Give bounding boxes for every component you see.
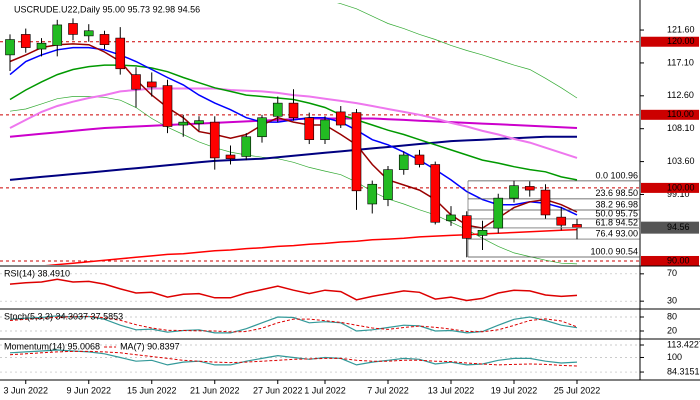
x-tick-label: 27 Jun 2022 — [253, 385, 303, 395]
candle-body — [556, 216, 567, 226]
y-tick-label: 70 — [667, 268, 677, 278]
x-tick-label: 19 Jul 2022 — [491, 385, 538, 395]
fib-label: 76.4 93.00 — [595, 228, 638, 238]
x-tick-label: 25 Jul 2022 — [554, 385, 601, 395]
panel-title: MA(7) 90.8397 — [120, 341, 180, 351]
y-tick-label: 20 — [667, 325, 677, 335]
chart-title: USCRUDE.U22,Daily 95.00 95.73 92.98 94.5… — [14, 4, 200, 14]
candle-body — [288, 102, 299, 119]
line-group — [9, 278, 578, 302]
indicator-line — [336, 3, 578, 99]
candle-body — [320, 119, 330, 140]
y-tick-label: 80 — [667, 311, 677, 321]
candle-body — [524, 186, 535, 191]
candle-body — [209, 121, 220, 159]
candles — [5, 18, 582, 258]
indicator-line — [9, 349, 578, 366]
y-tick-label: 121.60 — [667, 24, 695, 34]
price-level-label: 100.00 — [667, 182, 695, 192]
candle-body — [540, 189, 551, 216]
candle-body — [20, 34, 31, 48]
x-tick-label: 7 Jul 2022 — [367, 385, 409, 395]
fib-label: 23.6 98.50 — [595, 188, 638, 198]
indicator-line — [9, 315, 578, 333]
y-tick-label: 103.60 — [667, 156, 695, 166]
candle-body — [241, 136, 252, 157]
y-tick-label: 100 — [667, 352, 682, 362]
x-tick-label: 21 Jun 2022 — [190, 385, 240, 395]
x-tick-label: 13 Jul 2022 — [428, 385, 475, 395]
y-tick-label: 99.10 — [667, 189, 690, 199]
candle-body — [304, 117, 315, 140]
fib-label: 50.0 95.75 — [595, 208, 638, 218]
y-tick-label: 117.10 — [667, 57, 694, 67]
candle-body — [68, 23, 78, 35]
candle-body — [572, 224, 582, 228]
price-level-label: 110.00 — [667, 109, 694, 119]
fib-label: 100.0 90.54 — [590, 246, 638, 256]
fib-label: 61.8 94.52 — [595, 217, 638, 227]
candle-body — [414, 154, 425, 165]
indicator-line — [9, 278, 578, 302]
indicator-line — [9, 135, 577, 181]
price-level-box — [641, 109, 699, 120]
candle-body — [131, 74, 141, 90]
y-tick-label: 113.4227 — [667, 339, 700, 349]
y-tick-label: 112.60 — [667, 90, 694, 100]
price-level-label: 90.00 — [667, 255, 690, 265]
x-tick-label: 9 Jun 2022 — [66, 385, 111, 395]
candle-body — [351, 112, 362, 192]
candle-body — [5, 39, 15, 56]
candle-body — [493, 197, 504, 229]
candle-body — [272, 102, 283, 117]
panel-title: Momentum(14) 95.0068 — [4, 341, 100, 351]
candle-body — [146, 81, 157, 88]
fib-label: 38.2 96.98 — [595, 199, 638, 209]
candle-body — [36, 42, 47, 50]
candle-body — [194, 120, 204, 124]
candle-body — [446, 214, 456, 222]
price-level-box — [641, 36, 699, 47]
price-level-box — [641, 255, 699, 266]
price-level-box — [641, 182, 699, 193]
line-group — [9, 315, 578, 334]
candle-body — [509, 185, 519, 199]
candle-body — [162, 85, 173, 127]
last-price-box — [641, 221, 699, 234]
y-tick-label: 84.3151 — [667, 366, 700, 376]
x-tick-label: 15 Jun 2022 — [127, 385, 177, 395]
price-level-label: 120.00 — [667, 36, 695, 46]
candle-body — [398, 154, 409, 170]
candle-body — [99, 34, 110, 45]
candle-body — [477, 229, 488, 236]
candle-body — [178, 121, 189, 126]
candle-body — [115, 37, 126, 70]
candle-body — [225, 154, 236, 159]
last-price-label: 94.56 — [667, 222, 690, 232]
x-tick-label: 1 Jul 2022 — [304, 385, 346, 395]
candle-body — [335, 111, 346, 126]
y-tick-label: 30 — [667, 296, 677, 306]
candle-body — [383, 169, 393, 200]
candle-body — [430, 164, 441, 223]
fib-label: 0.0 100.96 — [595, 170, 638, 180]
candle-body — [367, 183, 378, 205]
panel-title: Stoch(5,3,3) 34.3037 37.5853 — [4, 311, 123, 321]
y-tick-label: 108.10 — [667, 123, 695, 133]
x-tick-label: 3 Jun 2022 — [3, 385, 48, 395]
panel-title: RSI(14) 38.4910 — [4, 268, 70, 278]
candle-body — [52, 24, 63, 46]
candle-body — [461, 215, 472, 239]
line-group — [9, 349, 578, 367]
candle-body — [257, 117, 267, 138]
candle-body — [83, 30, 94, 37]
